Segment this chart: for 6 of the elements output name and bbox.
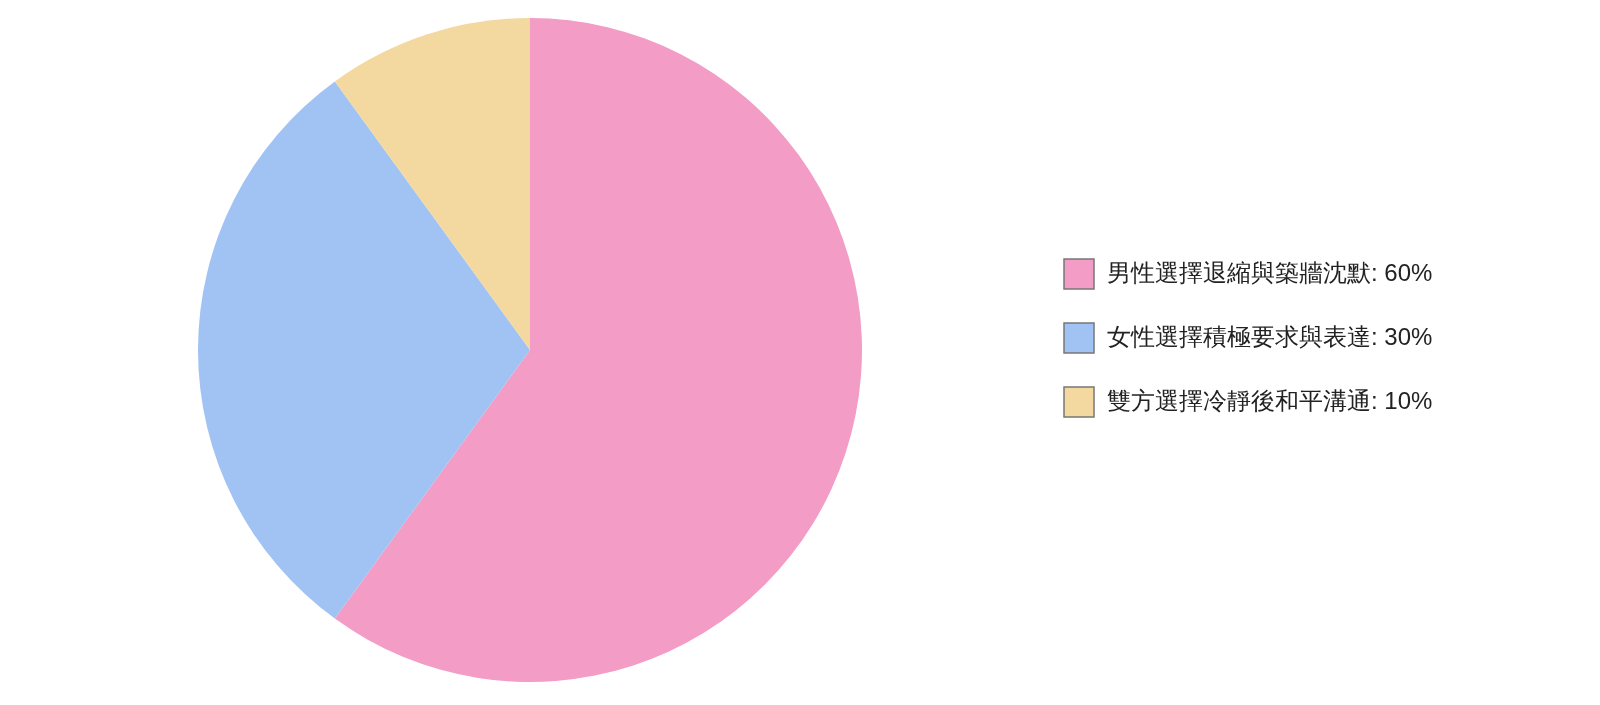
pie-slice bbox=[334, 18, 862, 682]
pie-slice bbox=[198, 81, 530, 619]
pie-slice bbox=[334, 18, 530, 350]
legend-label: 男性選擇退縮與築牆沈默: 60% bbox=[1107, 259, 1433, 286]
legend-label: 女性選擇積極要求與表達: 30% bbox=[1107, 323, 1433, 350]
legend-label: 雙方選擇冷靜後和平溝通: 10% bbox=[1107, 387, 1433, 414]
